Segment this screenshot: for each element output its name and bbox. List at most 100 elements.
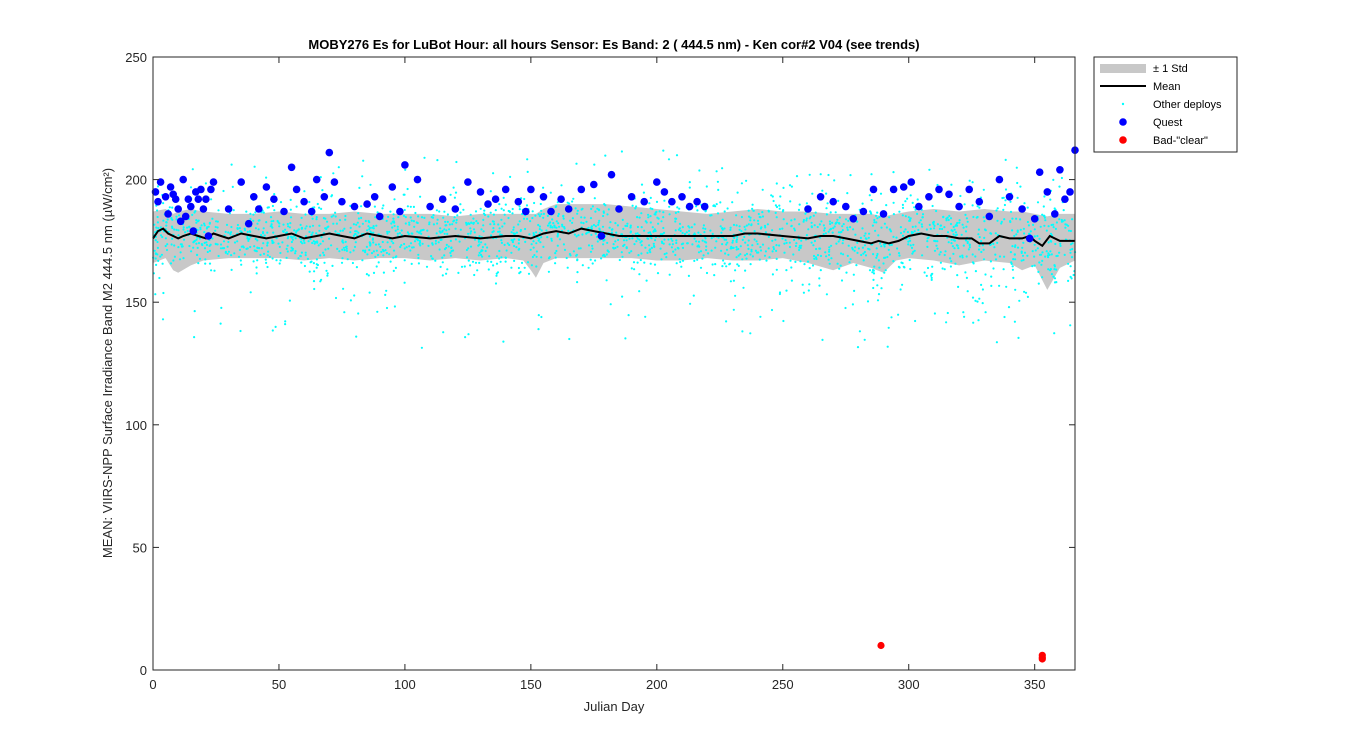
other-deploy-point: [862, 259, 865, 262]
other-deploy-point: [620, 251, 623, 254]
other-deploy-point: [405, 246, 408, 249]
other-deploy-point: [889, 230, 893, 233]
other-deploy-point: [360, 216, 363, 219]
quest-point: [597, 232, 606, 240]
other-deploy-point: [953, 239, 957, 242]
other-deploy-point: [679, 229, 682, 232]
other-deploy-point: [677, 247, 680, 250]
other-deploy-point: [343, 249, 346, 252]
other-deploy-point: [575, 235, 578, 238]
other-deploy-point: [1019, 185, 1022, 188]
other-deploy-point: [792, 253, 795, 256]
other-deploy-point: [469, 227, 472, 230]
other-deploy-point: [861, 246, 865, 249]
other-deploy-point: [553, 224, 556, 227]
other-deploy-point: [436, 222, 439, 225]
other-deploy-point: [417, 262, 420, 265]
other-deploy-point: [998, 284, 1001, 287]
other-deploy-point: [906, 197, 909, 200]
other-deploy-point: [295, 205, 298, 208]
other-deploy-point: [952, 233, 955, 236]
other-deploy-point: [677, 228, 681, 231]
other-deploy-point: [744, 228, 747, 231]
other-deploy-point: [711, 263, 714, 266]
other-deploy-point: [943, 268, 946, 271]
other-deploy-point: [877, 259, 881, 262]
other-deploy-point: [373, 205, 376, 208]
other-deploy-point: [511, 239, 514, 242]
other-deploy-point: [472, 222, 475, 225]
other-deploy-point: [827, 230, 830, 233]
other-deploy-point: [1005, 285, 1008, 288]
other-deploy-point: [923, 271, 926, 274]
other-deploy-point: [1047, 268, 1050, 271]
other-deploy-point: [173, 244, 176, 247]
other-deploy-point: [597, 221, 600, 224]
other-deploy-point: [643, 229, 646, 232]
other-deploy-point: [661, 233, 664, 236]
other-deploy-point: [249, 217, 252, 221]
other-deploy-point: [747, 215, 751, 218]
other-deploy-point: [327, 247, 330, 250]
other-deploy-point: [1027, 224, 1030, 227]
other-deploy-point: [472, 217, 475, 220]
other-deploy-point: [960, 233, 963, 236]
other-deploy-point: [443, 254, 446, 257]
other-deploy-point: [744, 254, 747, 257]
other-deploy-point: [800, 239, 803, 242]
other-deploy-point: [925, 274, 928, 277]
other-deploy-point: [358, 186, 361, 189]
other-deploy-point: [1009, 220, 1012, 224]
other-deploy-point: [446, 220, 449, 223]
other-deploy-point: [916, 212, 919, 215]
quest-point: [527, 185, 535, 194]
y-tick-label: 100: [125, 418, 147, 433]
other-deploy-point: [877, 234, 880, 237]
other-deploy-point: [1021, 246, 1024, 249]
other-deploy-point: [904, 228, 907, 231]
other-deploy-point: [628, 237, 631, 240]
other-deploy-point: [1055, 281, 1058, 284]
quest-point: [955, 202, 963, 211]
other-deploy-point: [334, 230, 337, 233]
other-deploy-point: [965, 276, 969, 279]
other-deploy-point: [590, 233, 593, 236]
other-deploy-point: [815, 247, 818, 251]
other-deploy-point: [437, 241, 440, 244]
other-deploy-point: [576, 209, 579, 212]
other-deploy-point: [515, 231, 519, 234]
other-deploy-point: [828, 246, 831, 249]
other-deploy-point: [665, 256, 668, 259]
other-deploy-point: [996, 241, 999, 244]
other-deploy-point: [876, 211, 879, 214]
other-deploy-point: [1004, 188, 1008, 191]
other-deploy-point: [562, 217, 565, 220]
other-deploy-point: [872, 286, 875, 290]
other-deploy-point: [1055, 221, 1058, 224]
other-deploy-point: [965, 225, 968, 228]
other-deploy-point: [300, 261, 303, 264]
other-deploy-point: [1069, 248, 1072, 251]
other-deploy-point: [455, 160, 458, 164]
other-deploy-point: [692, 294, 695, 297]
quest-point: [484, 200, 492, 208]
other-deploy-point: [590, 225, 594, 228]
other-deploy-point: [421, 242, 424, 245]
other-deploy-point: [318, 224, 321, 227]
other-deploy-point: [719, 225, 722, 228]
other-deploy-point: [625, 239, 628, 242]
other-deploy-point: [1009, 210, 1013, 213]
other-deploy-point: [982, 258, 986, 261]
other-deploy-point: [503, 222, 506, 225]
other-deploy-point: [815, 257, 818, 261]
other-deploy-point: [503, 213, 506, 216]
quest-point: [164, 210, 172, 218]
other-deploy-point: [703, 231, 706, 234]
y-tick-label: 150: [125, 295, 147, 310]
other-deploy-point: [788, 241, 791, 244]
quest-point: [237, 178, 245, 186]
other-deploy-point: [788, 184, 792, 187]
other-deploy-point: [511, 212, 514, 215]
other-deploy-point: [436, 218, 439, 221]
